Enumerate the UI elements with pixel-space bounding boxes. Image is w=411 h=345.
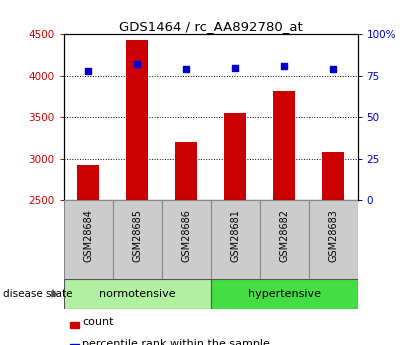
Text: GSM28684: GSM28684 xyxy=(83,209,93,262)
Bar xyxy=(224,113,246,200)
Bar xyxy=(77,165,99,200)
Text: GSM28681: GSM28681 xyxy=(230,209,240,262)
Bar xyxy=(273,91,295,200)
Bar xyxy=(211,279,358,309)
Bar xyxy=(162,200,211,279)
Text: normotensive: normotensive xyxy=(99,289,175,299)
Text: GSM28686: GSM28686 xyxy=(181,209,191,262)
Bar xyxy=(69,322,79,328)
Point xyxy=(281,63,287,69)
Text: hypertensive: hypertensive xyxy=(247,289,321,299)
Bar xyxy=(126,40,148,200)
Text: disease state: disease state xyxy=(3,288,73,298)
Point xyxy=(183,67,189,72)
Bar xyxy=(64,200,113,279)
Text: count: count xyxy=(82,317,113,327)
Bar xyxy=(309,200,358,279)
Bar xyxy=(69,344,79,345)
Bar xyxy=(64,279,210,309)
Bar xyxy=(211,200,260,279)
Text: GSM28682: GSM28682 xyxy=(279,209,289,262)
Point xyxy=(85,68,92,74)
Title: GDS1464 / rc_AA892780_at: GDS1464 / rc_AA892780_at xyxy=(119,20,302,33)
Point xyxy=(330,67,336,72)
Bar xyxy=(113,200,162,279)
Bar xyxy=(260,200,309,279)
Bar xyxy=(322,152,344,200)
Bar xyxy=(175,142,197,200)
Text: GSM28685: GSM28685 xyxy=(132,209,142,262)
Point xyxy=(134,61,141,67)
Point xyxy=(232,65,238,70)
Text: percentile rank within the sample: percentile rank within the sample xyxy=(82,339,270,345)
Text: GSM28683: GSM28683 xyxy=(328,209,338,262)
